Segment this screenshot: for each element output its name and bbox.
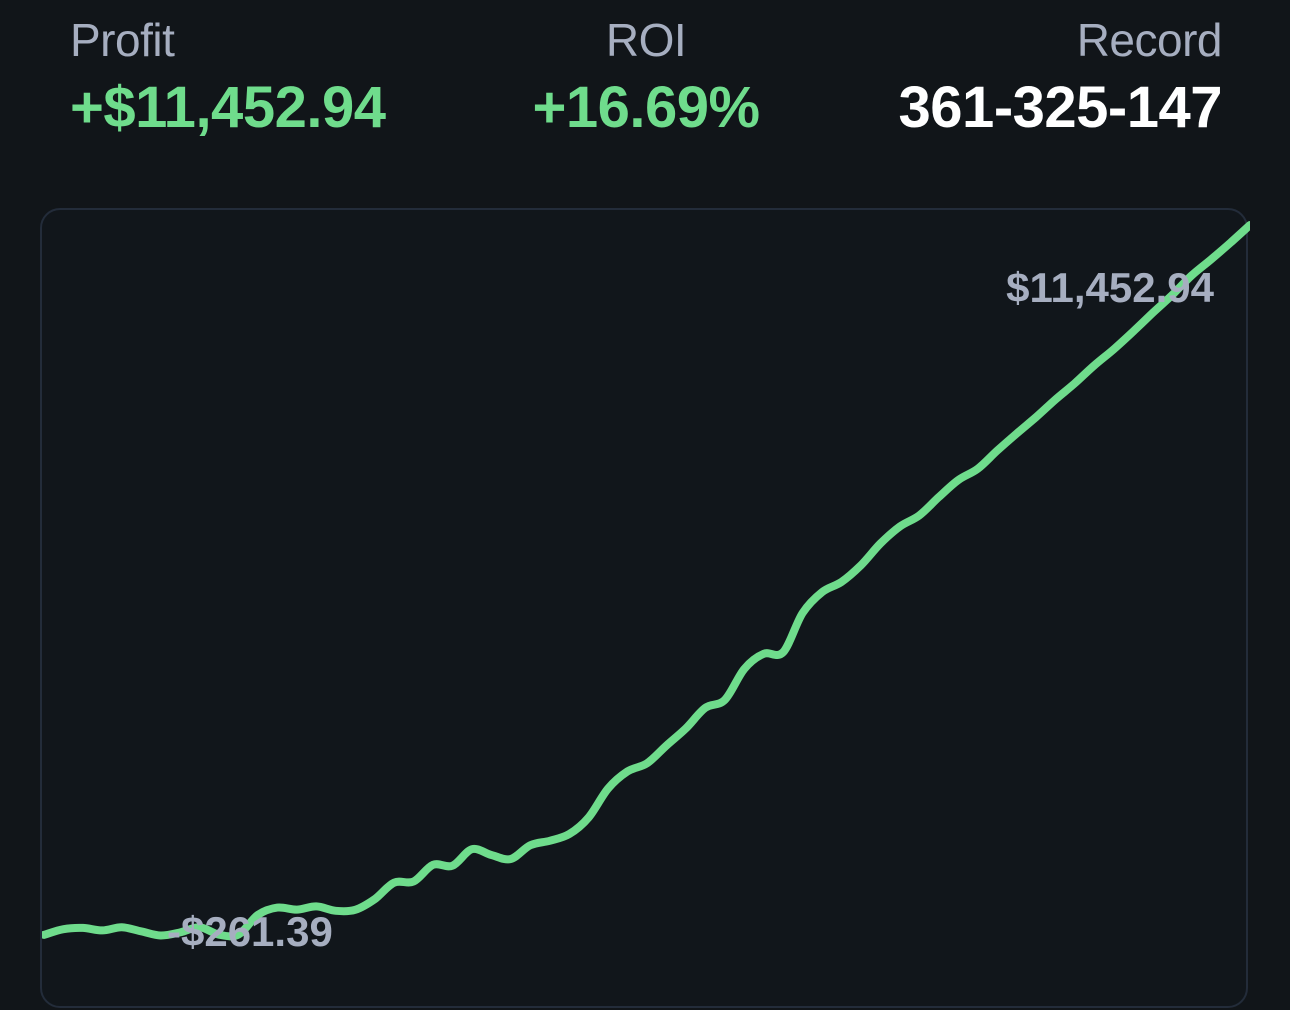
- profit-value: +$11,452.94: [70, 75, 386, 140]
- profit-stat: Profit +$11,452.94: [70, 12, 386, 146]
- roi-value: +16.69%: [532, 75, 760, 140]
- profit-chart-panel: $11,452.94 -$261.39: [40, 208, 1250, 1008]
- roi-label: ROI: [605, 14, 687, 66]
- profit-series-line: [42, 221, 1250, 941]
- min-value-label: -$261.39: [167, 908, 333, 955]
- max-value-label: $11,452.94: [1006, 264, 1215, 311]
- stats-header: Profit +$11,452.94 ROI +16.69% Record 36…: [0, 0, 1290, 200]
- record-value: 361-325-147: [898, 75, 1223, 140]
- profit-line-chart: $11,452.94 -$261.39: [42, 221, 1250, 955]
- record-stat: Record 361-325-147: [899, 12, 1223, 146]
- record-label: Record: [1076, 14, 1223, 66]
- profit-label: Profit: [70, 14, 175, 66]
- roi-stat: ROI +16.69%: [520, 12, 772, 146]
